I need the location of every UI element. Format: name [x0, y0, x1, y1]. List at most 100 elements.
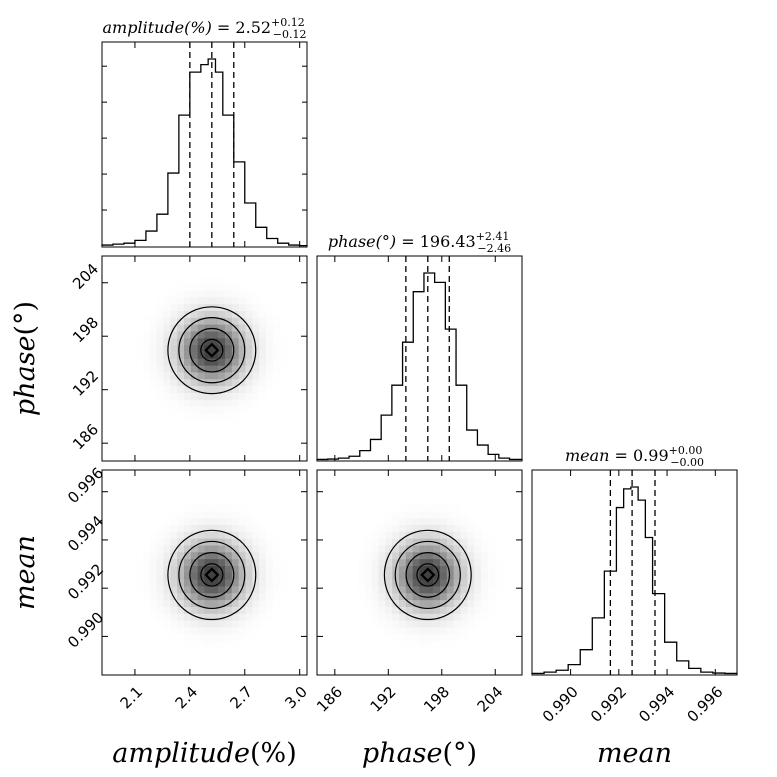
density-cell	[163, 552, 171, 560]
density-cell	[419, 565, 427, 573]
density-cell	[197, 379, 205, 387]
density-cell	[149, 613, 157, 621]
density-cell	[163, 517, 171, 525]
density-cell	[385, 586, 393, 594]
density-cell	[364, 565, 372, 573]
density-cell	[149, 331, 157, 339]
density-cell	[184, 579, 192, 587]
density-cell	[245, 385, 253, 393]
density-cell	[184, 331, 192, 339]
density-cell	[426, 524, 434, 532]
density-cell	[170, 310, 178, 318]
density-cell	[245, 552, 253, 560]
density-cell	[412, 504, 420, 512]
density-cell	[440, 511, 448, 519]
density-cell	[197, 504, 205, 512]
density-cell	[453, 531, 461, 539]
density-cell	[494, 558, 502, 566]
density-cell	[252, 579, 260, 587]
density-cell	[426, 565, 434, 573]
density-cell	[378, 538, 386, 546]
density-cell	[440, 593, 448, 601]
density-cell	[231, 634, 239, 642]
density-cell	[405, 504, 413, 512]
density-cell	[149, 599, 157, 607]
density-cell	[231, 545, 239, 553]
density-cell	[412, 517, 420, 525]
density-cell	[225, 572, 233, 580]
density-cell	[453, 599, 461, 607]
density-cell	[252, 379, 260, 387]
density-cell	[204, 558, 212, 566]
density-cell	[156, 565, 164, 573]
density-cell	[190, 572, 198, 580]
density-cell	[231, 331, 239, 339]
density-cell	[197, 324, 205, 332]
density-cell	[440, 627, 448, 635]
density-cell	[453, 524, 461, 532]
density-cell	[225, 406, 233, 414]
density-cell	[231, 317, 239, 325]
density-cell	[163, 317, 171, 325]
density-cell	[399, 579, 407, 587]
density-cell	[405, 524, 413, 532]
density-cell	[190, 579, 198, 587]
density-cell	[371, 558, 379, 566]
density-cell	[446, 552, 454, 560]
density-cell	[399, 538, 407, 546]
density-cell	[156, 524, 164, 532]
density-cell	[225, 283, 233, 291]
density-cell	[364, 545, 372, 553]
density-cell	[184, 517, 192, 525]
density-cell	[446, 531, 454, 539]
density-cell	[211, 634, 219, 642]
density-cell	[238, 392, 246, 400]
density-cell	[460, 558, 468, 566]
density-cell	[238, 344, 246, 352]
xtick-label-phase-2: 198	[420, 683, 453, 716]
x-axis-label-amplitude: amplitude(%)	[112, 738, 297, 769]
contour-mean-amplitude-0	[200, 563, 224, 587]
density-cell	[149, 372, 157, 380]
density-cell	[197, 606, 205, 614]
density-cell	[446, 634, 454, 642]
density-cell	[184, 504, 192, 512]
density-cell	[177, 406, 185, 414]
density-cell	[204, 372, 212, 380]
density-cell	[259, 365, 267, 373]
density-cell	[426, 517, 434, 525]
density-cell	[392, 524, 400, 532]
density-cell	[378, 558, 386, 566]
density-cell	[371, 524, 379, 532]
density-cell	[399, 511, 407, 519]
density-cell	[266, 344, 274, 352]
density-cell	[149, 324, 157, 332]
density-cell	[190, 613, 198, 621]
density-cell	[184, 613, 192, 621]
density-cell	[440, 531, 448, 539]
density-cell	[266, 338, 274, 346]
density-cell	[405, 572, 413, 580]
density-cell	[231, 365, 239, 373]
density-cell	[392, 511, 400, 519]
density-cell	[204, 640, 212, 648]
density-cell	[364, 572, 372, 580]
density-cell	[156, 572, 164, 580]
density-cell	[412, 511, 420, 519]
density-cell	[211, 565, 219, 573]
density-cell	[399, 613, 407, 621]
density-cell	[197, 406, 205, 414]
density-cell	[467, 599, 475, 607]
density-cell	[197, 586, 205, 594]
density-cell	[156, 606, 164, 614]
density-cell	[399, 565, 407, 573]
density-cell	[371, 586, 379, 594]
density-cell	[184, 606, 192, 614]
density-cell	[163, 599, 171, 607]
density-cell	[399, 627, 407, 635]
density-cell	[170, 620, 178, 628]
density-cell	[190, 531, 198, 539]
density-cell	[481, 572, 489, 580]
density-cell	[231, 351, 239, 359]
density-cell	[211, 640, 219, 648]
